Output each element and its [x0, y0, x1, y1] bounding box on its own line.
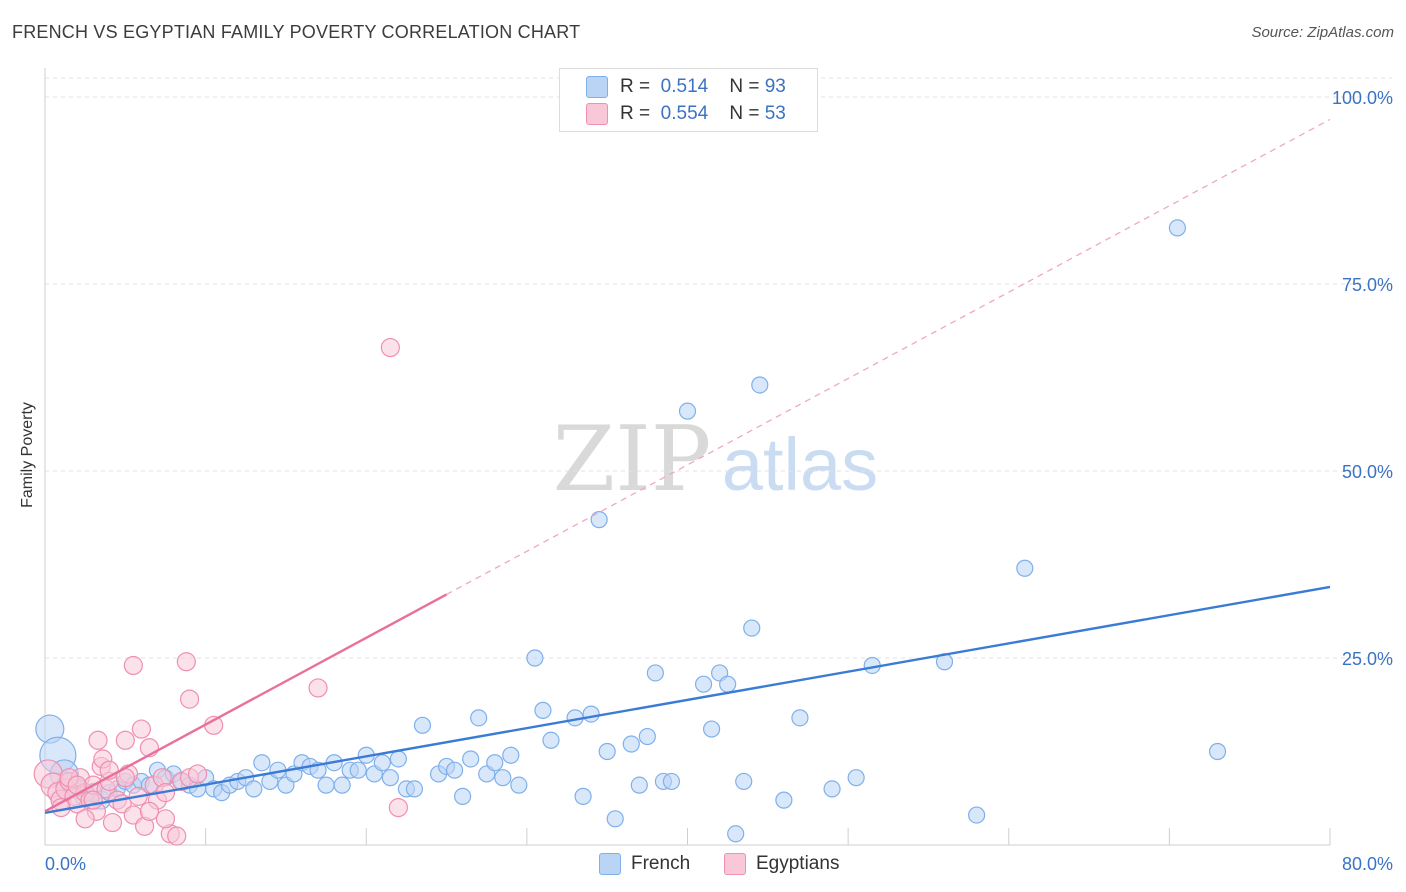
point-french	[534, 701, 552, 719]
point-french	[735, 772, 753, 791]
trendline-egyptians	[44, 593, 448, 813]
legend-n-value: 93	[764, 76, 786, 97]
point-french	[486, 754, 504, 772]
point-french	[445, 761, 464, 779]
point-french	[381, 769, 399, 787]
y-tick-label: 75.0%	[1342, 275, 1393, 295]
legend-swatch-egyptians	[586, 103, 608, 125]
bottom-legend-label-egyptians: Egyptians	[756, 853, 840, 874]
point-french	[847, 769, 865, 787]
point-french	[775, 791, 793, 809]
y-tick-label: 50.0%	[1342, 462, 1393, 482]
bottom-legend-swatch-french	[599, 853, 621, 875]
point-french	[389, 750, 407, 768]
point-french	[622, 735, 640, 753]
x-tick-label: 0.0%	[45, 854, 86, 874]
point-egyptians	[187, 764, 208, 784]
point-egyptians	[176, 652, 196, 672]
point-french	[333, 776, 351, 794]
point-french	[678, 402, 697, 420]
point-egyptians	[115, 730, 135, 750]
trendline-extended-egyptians	[446, 118, 1331, 595]
point-french	[590, 511, 608, 529]
point-french	[454, 787, 472, 805]
point-french	[598, 742, 616, 761]
legend-row-egyptians: R = 0.554 N = 53	[586, 101, 786, 127]
point-french	[606, 810, 624, 828]
legend-box: R = 0.514 N = 93 R = 0.554 N = 53	[559, 68, 818, 132]
point-french	[542, 731, 560, 749]
legend-swatch-french	[586, 76, 608, 98]
point-french	[574, 787, 592, 805]
point-french	[638, 727, 656, 746]
point-french	[317, 776, 335, 794]
legend-n-label: N =	[729, 76, 760, 97]
point-french	[245, 780, 263, 798]
point-french	[646, 664, 664, 682]
point-french	[405, 780, 424, 798]
point-french	[823, 780, 841, 798]
point-french	[968, 806, 986, 824]
point-egyptians	[388, 797, 408, 818]
point-french	[510, 776, 528, 794]
point-french	[526, 649, 544, 667]
point-french	[719, 675, 737, 693]
point-french	[462, 750, 480, 768]
point-french	[373, 754, 391, 772]
point-egyptians	[131, 719, 151, 739]
bottom-legend-egyptians: Egyptians	[724, 852, 839, 876]
point-french	[702, 720, 721, 738]
point-egyptians	[88, 730, 108, 750]
legend-r-label: R =	[620, 76, 651, 97]
point-french	[494, 769, 512, 787]
point-french	[791, 709, 809, 727]
chart-title: FRENCH VS EGYPTIAN FAMILY POVERTY CORREL…	[12, 22, 581, 42]
point-french	[470, 709, 488, 727]
point-french	[743, 619, 761, 637]
point-egyptians	[308, 678, 328, 698]
point-french	[751, 376, 769, 394]
point-french	[662, 772, 681, 791]
point-french	[253, 754, 271, 772]
legend-n-value: 53	[764, 103, 786, 124]
point-egyptians	[139, 801, 160, 821]
point-french	[1168, 219, 1187, 237]
point-egyptians	[179, 689, 200, 709]
bottom-legend-label-french: French	[631, 853, 691, 874]
point-french	[630, 776, 648, 794]
x-tick-label: 80.0%	[1342, 854, 1393, 874]
point-french	[727, 825, 745, 843]
point-egyptians	[380, 337, 400, 358]
chart-source: Source: ZipAtlas.com	[1251, 24, 1394, 41]
point-french	[694, 675, 713, 693]
point-french	[1016, 559, 1034, 577]
legend-r-value: 0.554	[660, 103, 709, 124]
point-egyptians	[167, 826, 187, 846]
point-egyptians	[123, 655, 143, 676]
point-french	[582, 705, 600, 723]
legend-r-label: R =	[620, 103, 651, 124]
point-french	[502, 746, 520, 764]
legend-row-french: R = 0.514 N = 93	[586, 74, 786, 100]
watermark-zip: ZIP	[553, 407, 712, 512]
point-french	[413, 716, 432, 734]
legend-n-label: N =	[729, 103, 760, 124]
watermark-atlas: atlas	[722, 423, 878, 506]
bottom-legend-swatch-egyptians	[724, 853, 746, 875]
y-tick-label: 100.0%	[1332, 88, 1393, 108]
legend-r-value: 0.514	[660, 76, 709, 97]
point-french	[1208, 742, 1227, 761]
bottom-legend-french: French	[599, 852, 690, 876]
trendline-french	[44, 585, 1331, 815]
point-egyptians	[155, 809, 176, 829]
point-egyptians	[75, 809, 95, 829]
y-tick-label: 25.0%	[1342, 649, 1393, 669]
point-egyptians	[102, 812, 123, 833]
point-french	[349, 761, 367, 779]
